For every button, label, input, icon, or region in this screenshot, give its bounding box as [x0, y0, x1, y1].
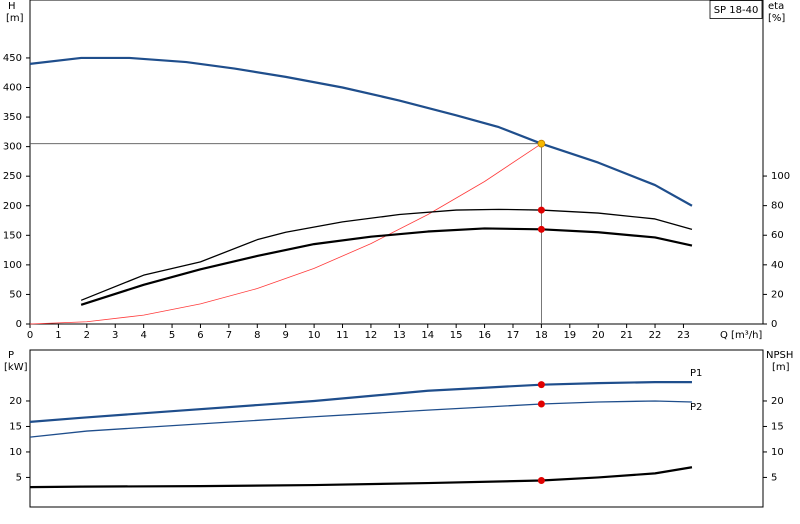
y-axis-title: P	[8, 350, 14, 361]
y-tick-label: 100	[3, 260, 22, 271]
y2-tick-label: 10	[771, 447, 784, 458]
y-axis-unit: [m]	[6, 13, 24, 24]
y-tick-label: 10	[9, 447, 22, 458]
x-tick-label: 22	[649, 330, 662, 341]
curve	[80, 208, 693, 301]
y-tick-label: 15	[9, 421, 22, 432]
x-tick-label: 21	[620, 330, 633, 341]
x-tick-label: 16	[478, 330, 491, 341]
duty-point	[537, 476, 545, 484]
curve	[29, 381, 692, 423]
plot-frame	[29, 0, 764, 325]
x-tick-label: 19	[563, 330, 576, 341]
y2-axis-title: NPSH	[766, 350, 793, 361]
curve-label: P1	[690, 368, 702, 379]
curve	[29, 143, 542, 325]
y2-tick-label: 5	[771, 472, 777, 483]
x-tick-label: 18	[535, 330, 548, 341]
y-tick-label: 350	[3, 112, 22, 123]
y-tick-label: 400	[3, 83, 22, 94]
x-tick-label: 4	[140, 330, 146, 341]
y-tick-label: 50	[9, 289, 22, 300]
x-tick-label: 23	[677, 330, 690, 341]
x-tick-label: 5	[169, 330, 175, 341]
y-tick-label: 450	[3, 53, 22, 64]
duty-point	[537, 139, 546, 148]
y2-tick-label: 20	[771, 396, 784, 407]
x-tick-label: 8	[254, 330, 260, 341]
x-tick-label: 15	[450, 330, 463, 341]
x-tick-label: 11	[336, 330, 349, 341]
duty-point	[537, 206, 545, 214]
x-tick-label: 1	[55, 330, 61, 341]
y-tick-label: 200	[3, 201, 22, 212]
x-tick-label: 3	[112, 330, 118, 341]
x-tick-label: 14	[421, 330, 434, 341]
y-tick-label: 20	[9, 396, 22, 407]
x-tick-label: 7	[226, 330, 232, 341]
duty-point	[537, 381, 545, 389]
x-tick-label: 0	[27, 330, 33, 341]
y2-tick-label: 40	[771, 260, 784, 271]
y-tick-label: 150	[3, 230, 22, 241]
x-tick-label: 12	[365, 330, 378, 341]
x-tick-label: 10	[308, 330, 321, 341]
y2-tick-label: 20	[771, 289, 784, 300]
x-tick-label: 2	[84, 330, 90, 341]
curve-label: P2	[690, 402, 702, 413]
y2-axis-unit: [m]	[772, 362, 790, 373]
x-tick-label: 9	[283, 330, 289, 341]
curve	[29, 400, 692, 438]
duty-point	[537, 225, 545, 233]
y-axis-unit: [kW]	[4, 362, 28, 373]
y2-axis-title: eta	[768, 1, 784, 12]
curve	[80, 227, 693, 306]
label-box	[709, 0, 763, 19]
plot-frame	[29, 349, 764, 508]
x-tick-label: 13	[393, 330, 406, 341]
y-tick-label: 0	[16, 319, 22, 330]
pump-label: SP 18-40	[714, 5, 759, 16]
y2-tick-label: 0	[771, 319, 777, 330]
x-tick-label: 20	[592, 330, 605, 341]
y-tick-label: 300	[3, 142, 22, 153]
curve	[29, 466, 693, 489]
y2-tick-label: 80	[771, 201, 784, 212]
y2-tick-label: 15	[771, 421, 784, 432]
x-tick-label: 6	[197, 330, 203, 341]
curve	[29, 56, 693, 207]
y-tick-label: 5	[16, 472, 22, 483]
duty-point	[537, 400, 545, 408]
y2-tick-label: 60	[771, 230, 784, 241]
y2-axis-unit: [%]	[768, 13, 785, 24]
x-axis-title: Q [m³/h]	[720, 330, 762, 341]
y-axis-title: H	[8, 1, 16, 12]
x-tick-label: 17	[507, 330, 520, 341]
y-tick-label: 250	[3, 171, 22, 182]
y2-tick-label: 100	[771, 171, 790, 182]
